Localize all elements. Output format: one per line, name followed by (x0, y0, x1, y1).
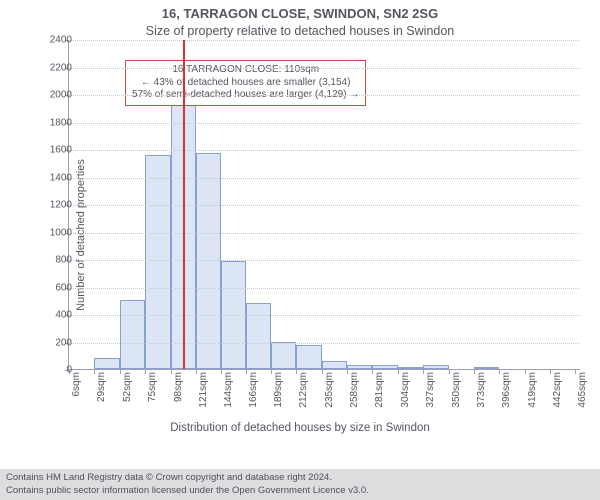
xtick-mark (246, 370, 247, 374)
plot-area: 16 TARRAGON CLOSE: 110sqm ← 43% of detac… (68, 40, 580, 370)
histogram-bar (94, 358, 119, 369)
xtick-label: 75sqm (147, 372, 158, 422)
footer: Contains HM Land Registry data © Crown c… (0, 469, 600, 500)
xtick-label: 121sqm (198, 372, 209, 422)
gridline-h (69, 178, 580, 179)
ytick-label: 0 (32, 365, 72, 376)
xtick-label: 166sqm (248, 372, 259, 422)
xtick-mark (449, 370, 450, 374)
x-axis-label: Distribution of detached houses by size … (10, 422, 590, 434)
annotation-line-2: ← 43% of detached houses are smaller (3,… (132, 77, 359, 90)
ytick-label: 400 (32, 310, 72, 321)
histogram-bar (120, 300, 145, 369)
ytick-label: 2000 (32, 90, 72, 101)
ytick-label: 600 (32, 282, 72, 293)
xtick-mark (398, 370, 399, 374)
page-title-2: Size of property relative to detached ho… (0, 21, 600, 42)
gridline-h (69, 123, 580, 124)
histogram-bar (246, 303, 271, 369)
page-title-1: 16, TARRAGON CLOSE, SWINDON, SN2 2SG (0, 0, 600, 21)
xtick-label: 442sqm (552, 372, 563, 422)
xtick-mark (271, 370, 272, 374)
xtick-label: 189sqm (273, 372, 284, 422)
ytick-label: 2400 (32, 35, 72, 46)
xtick-label: 350sqm (451, 372, 462, 422)
ytick-label: 2200 (32, 62, 72, 73)
xtick-mark (347, 370, 348, 374)
histogram-bar (474, 367, 499, 369)
gridline-h (69, 343, 580, 344)
xtick-mark (525, 370, 526, 374)
ytick-label: 200 (32, 337, 72, 348)
gridline-h (69, 150, 580, 151)
histogram-bar (347, 365, 372, 369)
gridline-h (69, 288, 580, 289)
ytick-label: 1000 (32, 227, 72, 238)
histogram-bar (196, 153, 221, 369)
xtick-label: 52sqm (122, 372, 133, 422)
ytick-label: 1800 (32, 117, 72, 128)
xtick-mark (171, 370, 172, 374)
xtick-label: 98sqm (173, 372, 184, 422)
xtick-label: 465sqm (577, 372, 588, 422)
histogram-bar (145, 155, 170, 370)
xtick-mark (120, 370, 121, 374)
xtick-mark (550, 370, 551, 374)
gridline-h (69, 260, 580, 261)
gridline-h (69, 95, 580, 96)
ytick-label: 800 (32, 255, 72, 266)
gridline-h (69, 40, 580, 41)
xtick-label: 258sqm (349, 372, 360, 422)
xtick-label: 373sqm (476, 372, 487, 422)
histogram-bar (398, 367, 423, 369)
histogram-bar (296, 345, 321, 369)
xtick-label: 281sqm (374, 372, 385, 422)
xtick-mark (196, 370, 197, 374)
marker-line (183, 40, 185, 369)
xtick-label: 396sqm (501, 372, 512, 422)
xtick-label: 29sqm (96, 372, 107, 422)
histogram-bar (271, 342, 296, 369)
xtick-label: 6sqm (71, 372, 82, 422)
xtick-mark (474, 370, 475, 374)
gridline-h (69, 315, 580, 316)
xtick-label: 235sqm (324, 372, 335, 422)
ytick-label: 1600 (32, 145, 72, 156)
footer-line-1: Contains HM Land Registry data © Crown c… (6, 472, 594, 484)
xtick-label: 212sqm (298, 372, 309, 422)
gridline-h (69, 205, 580, 206)
gridline-h (69, 68, 580, 69)
histogram-bar (423, 365, 448, 369)
xtick-label: 144sqm (223, 372, 234, 422)
ytick-label: 1200 (32, 200, 72, 211)
xtick-mark (145, 370, 146, 374)
histogram-bar (372, 365, 397, 369)
footer-line-2: Contains public sector information licen… (6, 485, 594, 497)
histogram-bar (322, 361, 347, 369)
chart-container: Number of detached properties 16 TARRAGO… (10, 40, 590, 430)
xtick-label: 419sqm (527, 372, 538, 422)
ytick-label: 1400 (32, 172, 72, 183)
annotation-line-1: 16 TARRAGON CLOSE: 110sqm (132, 64, 359, 77)
xtick-mark (322, 370, 323, 374)
xtick-label: 327sqm (425, 372, 436, 422)
xtick-label: 304sqm (400, 372, 411, 422)
gridline-h (69, 233, 580, 234)
